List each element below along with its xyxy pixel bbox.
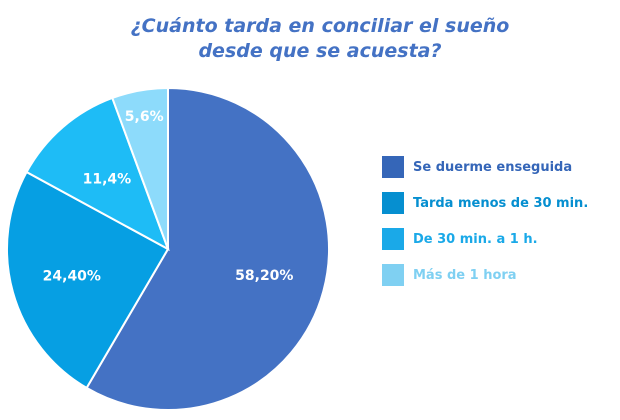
legend-label: Tarda menos de 30 min.: [413, 195, 589, 211]
pie-slice: [85, 86, 330, 411]
slice-value-label: 11,4%: [83, 171, 132, 187]
pie-slice: [25, 96, 170, 252]
legend-item: Tarda menos de 30 min.: [382, 191, 588, 215]
legend-swatch: [382, 156, 404, 178]
legend-swatch: [382, 264, 404, 286]
legend-item: Más de 1 hora: [382, 263, 588, 287]
pie-slice: [6, 170, 170, 390]
legend-item: De 30 min. a 1 h.: [382, 227, 588, 251]
slice-value-label: 5,6%: [125, 109, 164, 125]
legend-item: Se duerme enseguida: [382, 155, 588, 179]
legend-label: Se duerme enseguida: [413, 159, 573, 175]
legend: Se duerme enseguida Tarda menos de 30 min…: [382, 155, 588, 299]
slice-value-label: 58,20%: [235, 268, 293, 284]
legend-swatch: [382, 192, 404, 214]
chart-title-line-2: desde que se acuesta?: [198, 40, 442, 62]
chart-title: ¿Cuánto tarda en conciliar el sueño desd…: [60, 14, 580, 64]
legend-swatch: [382, 228, 404, 250]
chart-title-line-1: ¿Cuánto tarda en conciliar el sueño: [130, 15, 510, 37]
legend-label: Más de 1 hora: [413, 267, 517, 283]
pie-slice: [111, 86, 169, 250]
legend-label: De 30 min. a 1 h.: [413, 231, 538, 247]
slice-value-label: 24,40%: [43, 269, 101, 285]
